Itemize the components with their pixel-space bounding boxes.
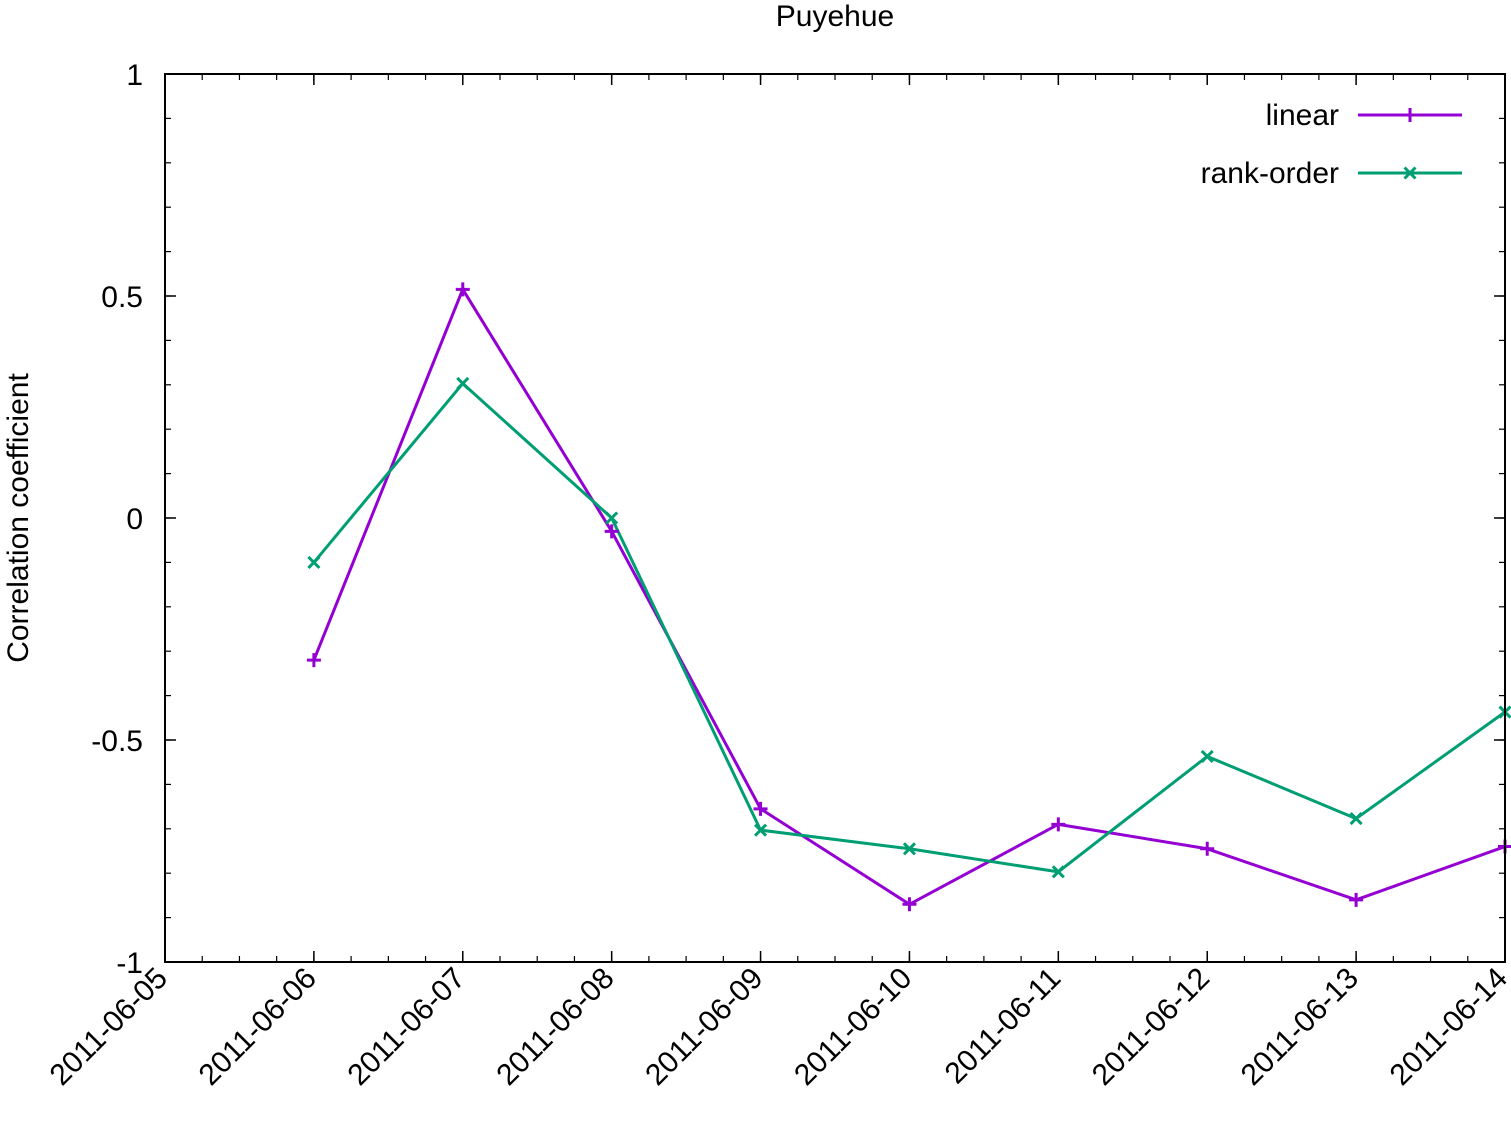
x-tick-label: 2011-06-05 [44,962,174,1092]
data-point-linear [306,653,321,668]
data-point-linear [902,897,917,912]
y-tick-label: -0.5 [91,725,143,758]
series-line-rank-order [312,381,1506,874]
x-tick-label: 2011-06-06 [193,962,323,1092]
legend-marker [1403,108,1417,122]
x-tick-label: 2011-06-11 [939,962,1068,1091]
x-tick-label: 2011-06-14 [1384,962,1511,1092]
x-tick-label: 2011-06-10 [788,962,918,1092]
legend-label: linear [1266,99,1339,132]
chart-title: Puyehue [776,0,894,33]
data-point-rank-order [1349,812,1363,826]
data-point-rank-order [456,376,470,391]
data-point-rank-order [1200,749,1214,763]
x-tick-label: 2011-06-09 [639,962,769,1092]
x-tick-label: 2011-06-08 [490,962,620,1092]
x-tick-label: 2011-06-07 [341,962,471,1092]
y-axis-label: Correlation coefficient [2,373,35,663]
data-point-rank-order [307,555,321,569]
x-tick-label: 2011-06-12 [1086,962,1216,1092]
data-point-linear [1200,841,1215,856]
data-point-linear [753,801,768,816]
data-point-linear [455,282,470,297]
legend: linear rank-order [1201,99,1462,190]
legend-marker [1403,166,1417,180]
y-tick-label: 0.5 [101,281,143,314]
y-tick-label: 0 [126,503,143,536]
plot-frame [164,73,1506,963]
x-tick-label: 2011-06-13 [1235,962,1365,1092]
series-line-linear [312,287,1506,906]
data-point-rank-order [753,823,768,837]
data-point-linear [604,524,619,539]
data-point-rank-order [1051,865,1065,879]
axis-ticks [164,73,1506,963]
y-tick-label: -1 [116,947,143,980]
data-point-linear [1349,892,1364,907]
series-markers [306,282,1511,912]
data-point-linear [1051,817,1066,832]
series-lines [312,287,1506,906]
data-point-rank-order [902,842,917,856]
legend-label: rank-order [1201,157,1339,190]
y-tick-label: 1 [126,59,143,92]
data-point-rank-order [605,511,619,525]
